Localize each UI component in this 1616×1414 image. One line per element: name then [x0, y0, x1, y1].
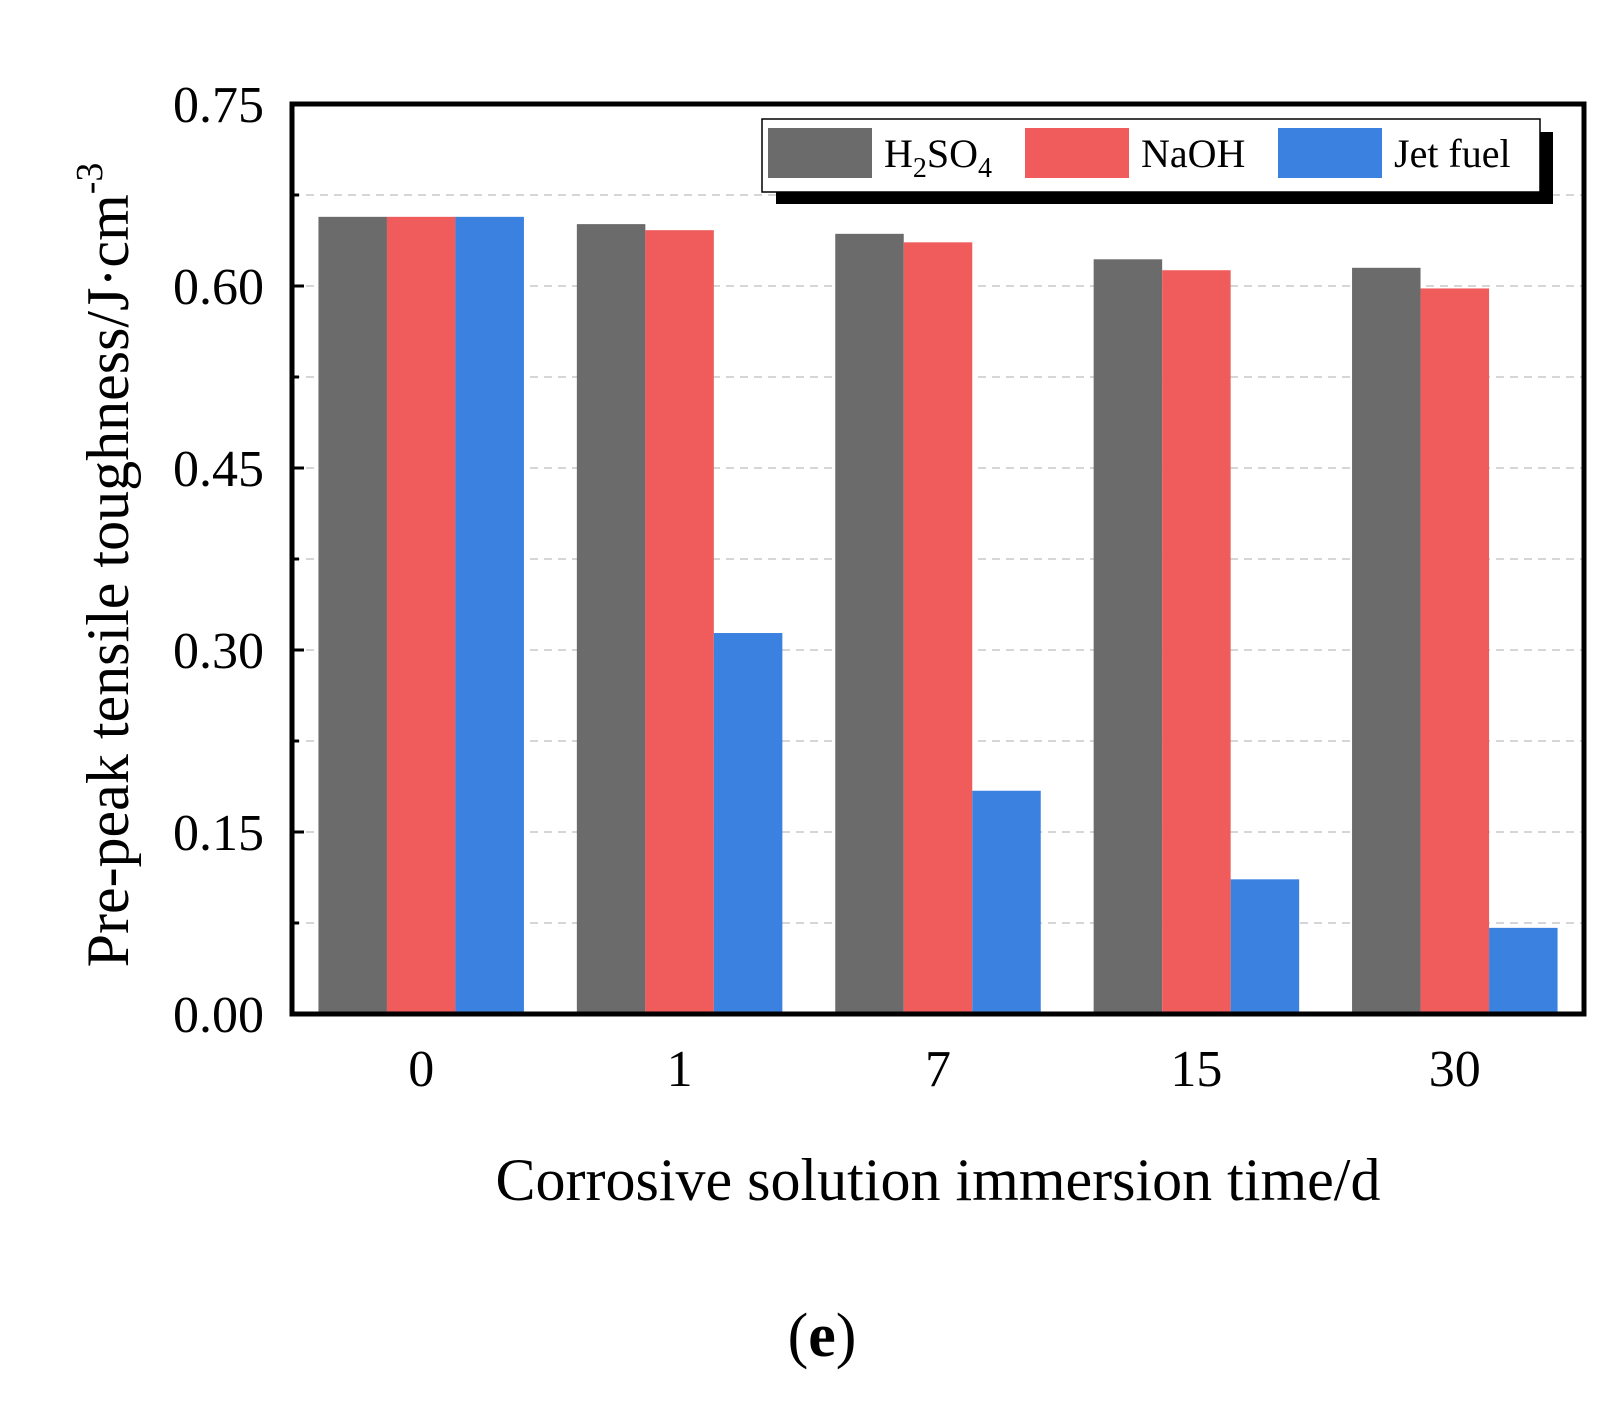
x-tick-label: 15 — [1170, 1041, 1222, 1098]
bar-h2so4-0 — [318, 216, 387, 1015]
y-tick-label: 0.45 — [173, 441, 264, 498]
x-tick-label: 1 — [667, 1041, 693, 1098]
legend-label-naoh: NaOH — [1141, 131, 1245, 176]
legend-swatch-jet-fuel — [1278, 128, 1382, 178]
x-tick-labels: 0 1 7 15 30 — [408, 1041, 1481, 1098]
x-tick-label: 30 — [1429, 1041, 1481, 1098]
bar-naoh-1 — [645, 230, 714, 1015]
bar-h2so4-7 — [835, 233, 904, 1014]
legend-swatch-naoh — [1025, 128, 1129, 178]
legend-box — [761, 118, 1541, 193]
bar-naoh-15 — [1162, 270, 1231, 1014]
bar-jet-fuel-7 — [972, 790, 1041, 1014]
x-axis-title: Corrosive solution immersion time/d — [496, 1147, 1381, 1213]
legend-label-h2so4: H2SO4 — [884, 131, 992, 184]
y-axis-title-sup: -3 — [69, 163, 111, 195]
panel-label: (e) — [788, 1302, 857, 1370]
y-tick-label: 0.30 — [173, 623, 264, 680]
y-tick-label: 0.15 — [173, 805, 264, 862]
y-tick-label: 0.60 — [173, 259, 264, 316]
legend: H2SO4 NaOH Jet fuel — [761, 118, 1553, 204]
legend-label-jet-fuel: Jet fuel — [1394, 131, 1511, 176]
x-tick-label: 7 — [925, 1041, 951, 1098]
bar-jet-fuel-0 — [455, 216, 524, 1015]
legend-swatch-h2so4 — [768, 128, 872, 178]
bar-jet-fuel-1 — [713, 633, 783, 1014]
bars — [318, 216, 1558, 1015]
y-axis-title: Pre-peak tensile toughness/J·cm-3 — [69, 163, 141, 968]
bar-naoh-30 — [1420, 288, 1490, 1015]
y-tick-labels: 0.00 0.15 0.30 0.45 0.60 0.75 — [173, 77, 264, 1044]
bar-h2so4-1 — [576, 224, 646, 1014]
bar-h2so4-15 — [1093, 259, 1163, 1015]
bar-naoh-0 — [386, 216, 456, 1015]
y-tick-label: 0.75 — [173, 77, 264, 134]
bar-jet-fuel-30 — [1489, 927, 1558, 1014]
bar-h2so4-30 — [1352, 267, 1421, 1014]
y-axis-title-main: Pre-peak tensile toughness/J·cm — [75, 194, 141, 967]
bar-jet-fuel-15 — [1230, 879, 1300, 1014]
x-tick-label: 0 — [408, 1041, 434, 1098]
axis-ticks — [292, 193, 304, 925]
bar-naoh-7 — [903, 242, 973, 1014]
y-tick-label: 0.00 — [173, 987, 264, 1044]
